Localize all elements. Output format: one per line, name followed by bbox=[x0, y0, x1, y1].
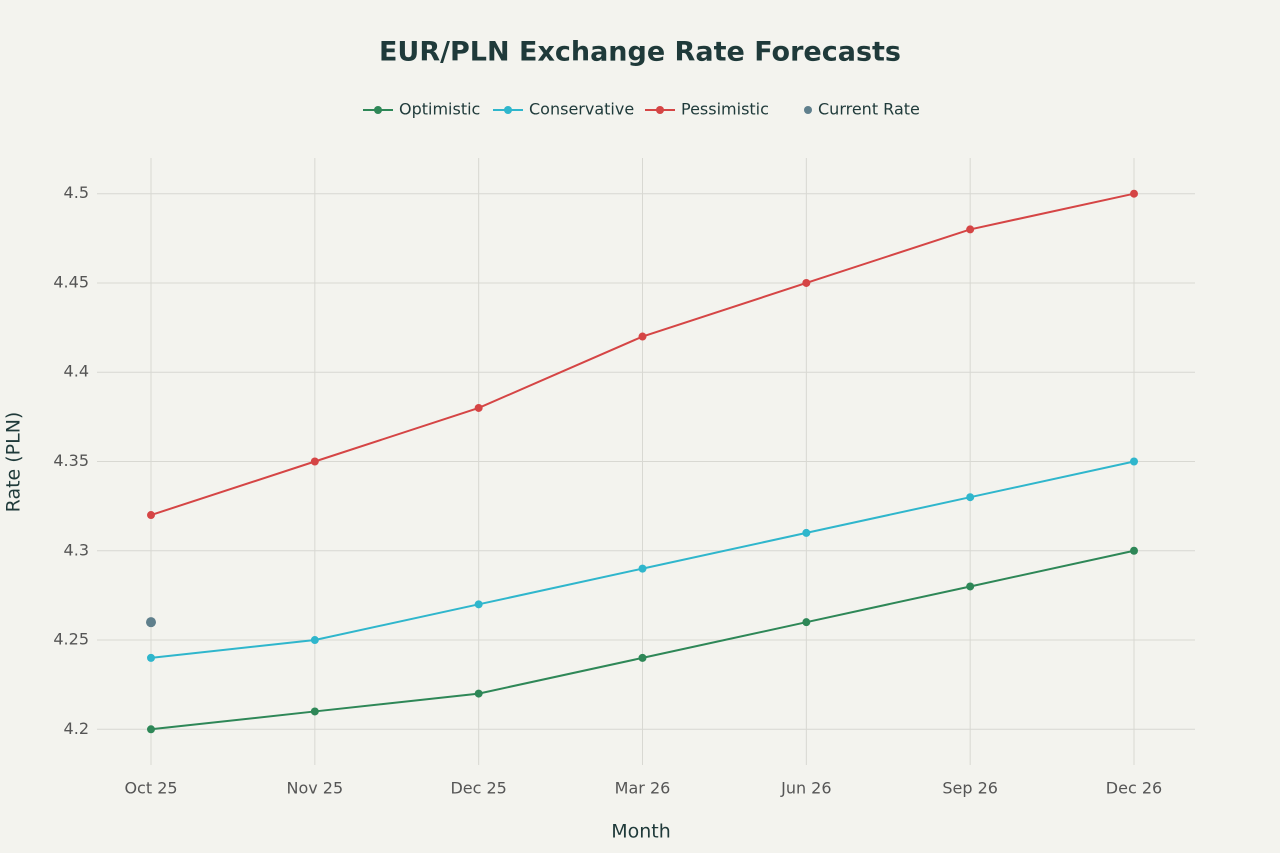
y-axis-label: Rate (PLN) bbox=[3, 412, 25, 513]
data-point bbox=[310, 707, 319, 716]
data-point bbox=[638, 564, 647, 573]
chart-title: EUR/PLN Exchange Rate Forecasts bbox=[379, 37, 901, 68]
x-tick-label: Dec 25 bbox=[450, 779, 506, 798]
y-tick-label: 4.3 bbox=[64, 540, 89, 559]
x-tick-label: Nov 25 bbox=[286, 779, 343, 798]
y-tick-label: 4.35 bbox=[53, 451, 89, 470]
data-point bbox=[474, 403, 483, 412]
data-point bbox=[147, 653, 155, 662]
x-tick-label: Jun 26 bbox=[780, 779, 831, 798]
data-point bbox=[310, 457, 319, 466]
x-tick-label: Sep 26 bbox=[942, 779, 998, 798]
data-point bbox=[474, 600, 483, 609]
legend-label: Pessimistic bbox=[681, 100, 769, 119]
legend-marker bbox=[374, 106, 382, 114]
data-point bbox=[966, 493, 975, 502]
data-point bbox=[1130, 457, 1138, 466]
y-tick-label: 4.5 bbox=[64, 183, 89, 202]
y-tick-label: 4.25 bbox=[53, 630, 89, 649]
data-point bbox=[147, 511, 155, 520]
data-point bbox=[474, 689, 483, 698]
y-tick-label: 4.2 bbox=[64, 719, 89, 738]
y-tick-label: 4.45 bbox=[53, 272, 89, 291]
data-point bbox=[638, 332, 647, 341]
data-point bbox=[1130, 189, 1138, 198]
data-point bbox=[146, 617, 156, 628]
legend-marker bbox=[804, 106, 812, 114]
data-point bbox=[802, 618, 811, 627]
legend-label: Current Rate bbox=[818, 100, 920, 119]
x-axis-label: Month bbox=[611, 821, 671, 843]
legend-label: Conservative bbox=[529, 100, 634, 119]
legend-label: Optimistic bbox=[399, 100, 480, 119]
x-tick-label: Oct 25 bbox=[124, 779, 177, 798]
data-point bbox=[147, 725, 155, 734]
legend-marker bbox=[504, 106, 512, 114]
data-point bbox=[966, 582, 975, 591]
data-point bbox=[1130, 546, 1138, 555]
data-point bbox=[638, 653, 647, 662]
x-tick-label: Dec 26 bbox=[1106, 779, 1162, 798]
data-point bbox=[310, 636, 319, 645]
data-point bbox=[802, 278, 811, 287]
y-tick-label: 4.4 bbox=[64, 362, 89, 381]
data-point bbox=[966, 225, 975, 234]
data-point bbox=[802, 528, 811, 537]
legend-marker bbox=[656, 106, 664, 114]
x-tick-label: Mar 26 bbox=[615, 779, 671, 798]
